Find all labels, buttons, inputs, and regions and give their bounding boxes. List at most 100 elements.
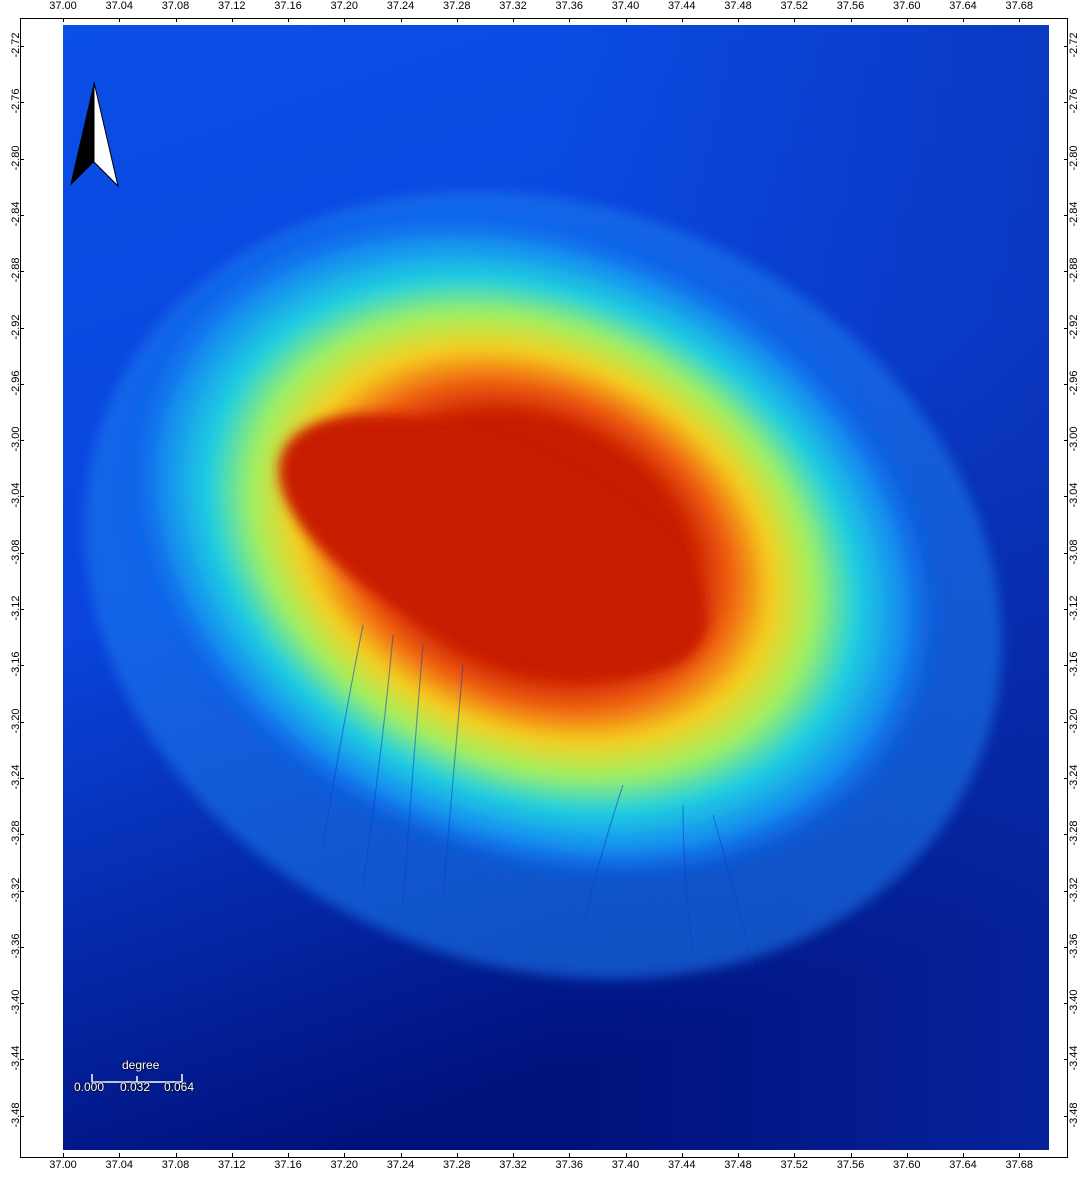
y-tick-label-right: -2.96 [1068,370,1080,396]
x-tick-mark [288,18,289,22]
y-tick-mark [20,721,24,723]
x-tick-mark [963,1153,964,1157]
y-tick-mark [1064,721,1068,723]
y-tick-label-right: -2.76 [1068,88,1080,114]
x-tick-label-top: 37.32 [499,0,527,12]
x-tick-label-top: 37.20 [330,0,359,12]
x-tick-label-bottom: 37.32 [499,1159,527,1171]
y-tick-label-right: -3.20 [1068,708,1080,734]
x-tick-mark [119,1153,121,1157]
x-tick-label-top: 37.48 [724,0,752,12]
x-tick-label-bottom: 37.24 [386,1159,415,1171]
x-tick-mark [794,1153,796,1157]
y-tick-mark [1064,496,1068,498]
y-tick-label-left: -3.12 [10,595,22,621]
y-tick-mark [20,102,24,104]
y-tick-mark [20,552,24,554]
x-tick-label-bottom: 37.44 [667,1159,696,1171]
y-tick-mark [20,665,24,667]
y-tick-mark [1064,946,1068,948]
x-tick-label-bottom: 37.56 [836,1159,865,1171]
x-tick-label-bottom: 37.04 [105,1159,134,1171]
x-tick-label-top: 37.56 [836,0,865,12]
x-tick-label-bottom: 37.52 [780,1159,809,1171]
x-tick-mark [288,1153,289,1157]
x-tick-label-top: 37.68 [1005,0,1034,12]
x-tick-label-top: 37.04 [105,0,134,12]
y-tick-label-right: -2.72 [1068,32,1080,58]
y-tick-label-left: -3.44 [10,1045,22,1071]
y-tick-mark [20,1003,24,1005]
y-tick-label-right: -3.28 [1068,820,1080,846]
y-tick-mark [20,890,24,892]
y-tick-label-left: -3.48 [10,1102,22,1128]
y-tick-mark [1064,214,1068,216]
north-arrow-icon [70,81,119,188]
x-tick-label-bottom: 37.28 [442,1159,471,1171]
y-tick-label-right: -2.84 [1068,201,1080,227]
x-tick-mark [625,1153,627,1157]
x-tick-label-bottom: 37.00 [49,1159,77,1171]
y-tick-label-right: -3.44 [1068,1045,1080,1071]
scale-label-1: 0.032 [120,1080,151,1094]
y-tick-mark [20,609,24,610]
x-tick-label-top: 37.12 [217,0,246,12]
x-tick-mark [175,1153,177,1157]
y-tick-label-left: -3.40 [10,989,22,1015]
x-tick-mark [738,18,739,22]
y-tick-label-right: -2.88 [1068,257,1080,283]
y-tick-mark [1064,609,1068,610]
y-tick-mark [1064,46,1068,47]
y-tick-label-right: -2.80 [1068,145,1080,171]
y-tick-label-left: -2.80 [10,145,22,171]
x-tick-mark [231,18,233,22]
y-tick-mark [1064,327,1068,329]
y-tick-mark [1064,1003,1068,1005]
x-tick-mark [231,1153,233,1157]
x-tick-mark [681,18,683,22]
x-tick-mark [400,18,402,22]
x-tick-label-bottom: 37.20 [330,1159,359,1171]
x-tick-label-bottom: 37.68 [1005,1159,1034,1171]
x-tick-label-bottom: 37.36 [555,1159,584,1171]
x-tick-mark [63,1153,64,1157]
y-tick-label-right: -3.24 [1068,764,1080,790]
x-tick-label-top: 37.16 [274,0,302,12]
y-tick-mark [1064,158,1068,160]
y-tick-label-left: -2.96 [10,370,22,396]
scale-label-2: 0.064 [164,1080,195,1094]
y-tick-label-right: -3.00 [1068,426,1080,452]
x-tick-mark [400,1153,402,1157]
elevation-map[interactable] [63,25,1049,1150]
x-tick-label-bottom: 37.12 [217,1159,246,1171]
y-tick-mark [20,158,24,160]
scale-bar: degree 0.000 0.032 0.064 [70,1058,210,1098]
x-tick-mark [906,18,908,22]
y-tick-mark [20,214,24,216]
x-tick-label-bottom: 37.64 [949,1159,977,1171]
x-tick-mark [738,1153,739,1157]
y-tick-mark [1064,440,1068,442]
y-tick-mark [20,946,24,948]
y-tick-mark [1064,102,1068,104]
y-tick-label-right: -2.92 [1068,313,1080,340]
y-tick-mark [1064,834,1068,836]
y-tick-label-left: -3.16 [10,651,22,677]
x-tick-mark [513,18,514,22]
y-tick-mark [1064,1059,1068,1061]
x-tick-mark [63,18,64,22]
y-tick-mark [20,46,24,47]
y-tick-label-right: -3.12 [1068,595,1080,621]
x-tick-mark [794,18,796,22]
y-tick-mark [1064,1115,1068,1117]
y-tick-label-left: -2.72 [10,32,22,58]
scale-unit: degree [122,1058,160,1072]
x-tick-mark [625,18,627,22]
x-tick-label-top: 37.52 [780,0,809,12]
scale-label-0: 0.000 [74,1080,105,1094]
x-tick-mark [456,1153,458,1157]
map-frame [20,18,1068,1158]
y-tick-mark [1064,552,1068,554]
y-tick-mark [1064,890,1068,892]
y-tick-mark [20,271,24,273]
